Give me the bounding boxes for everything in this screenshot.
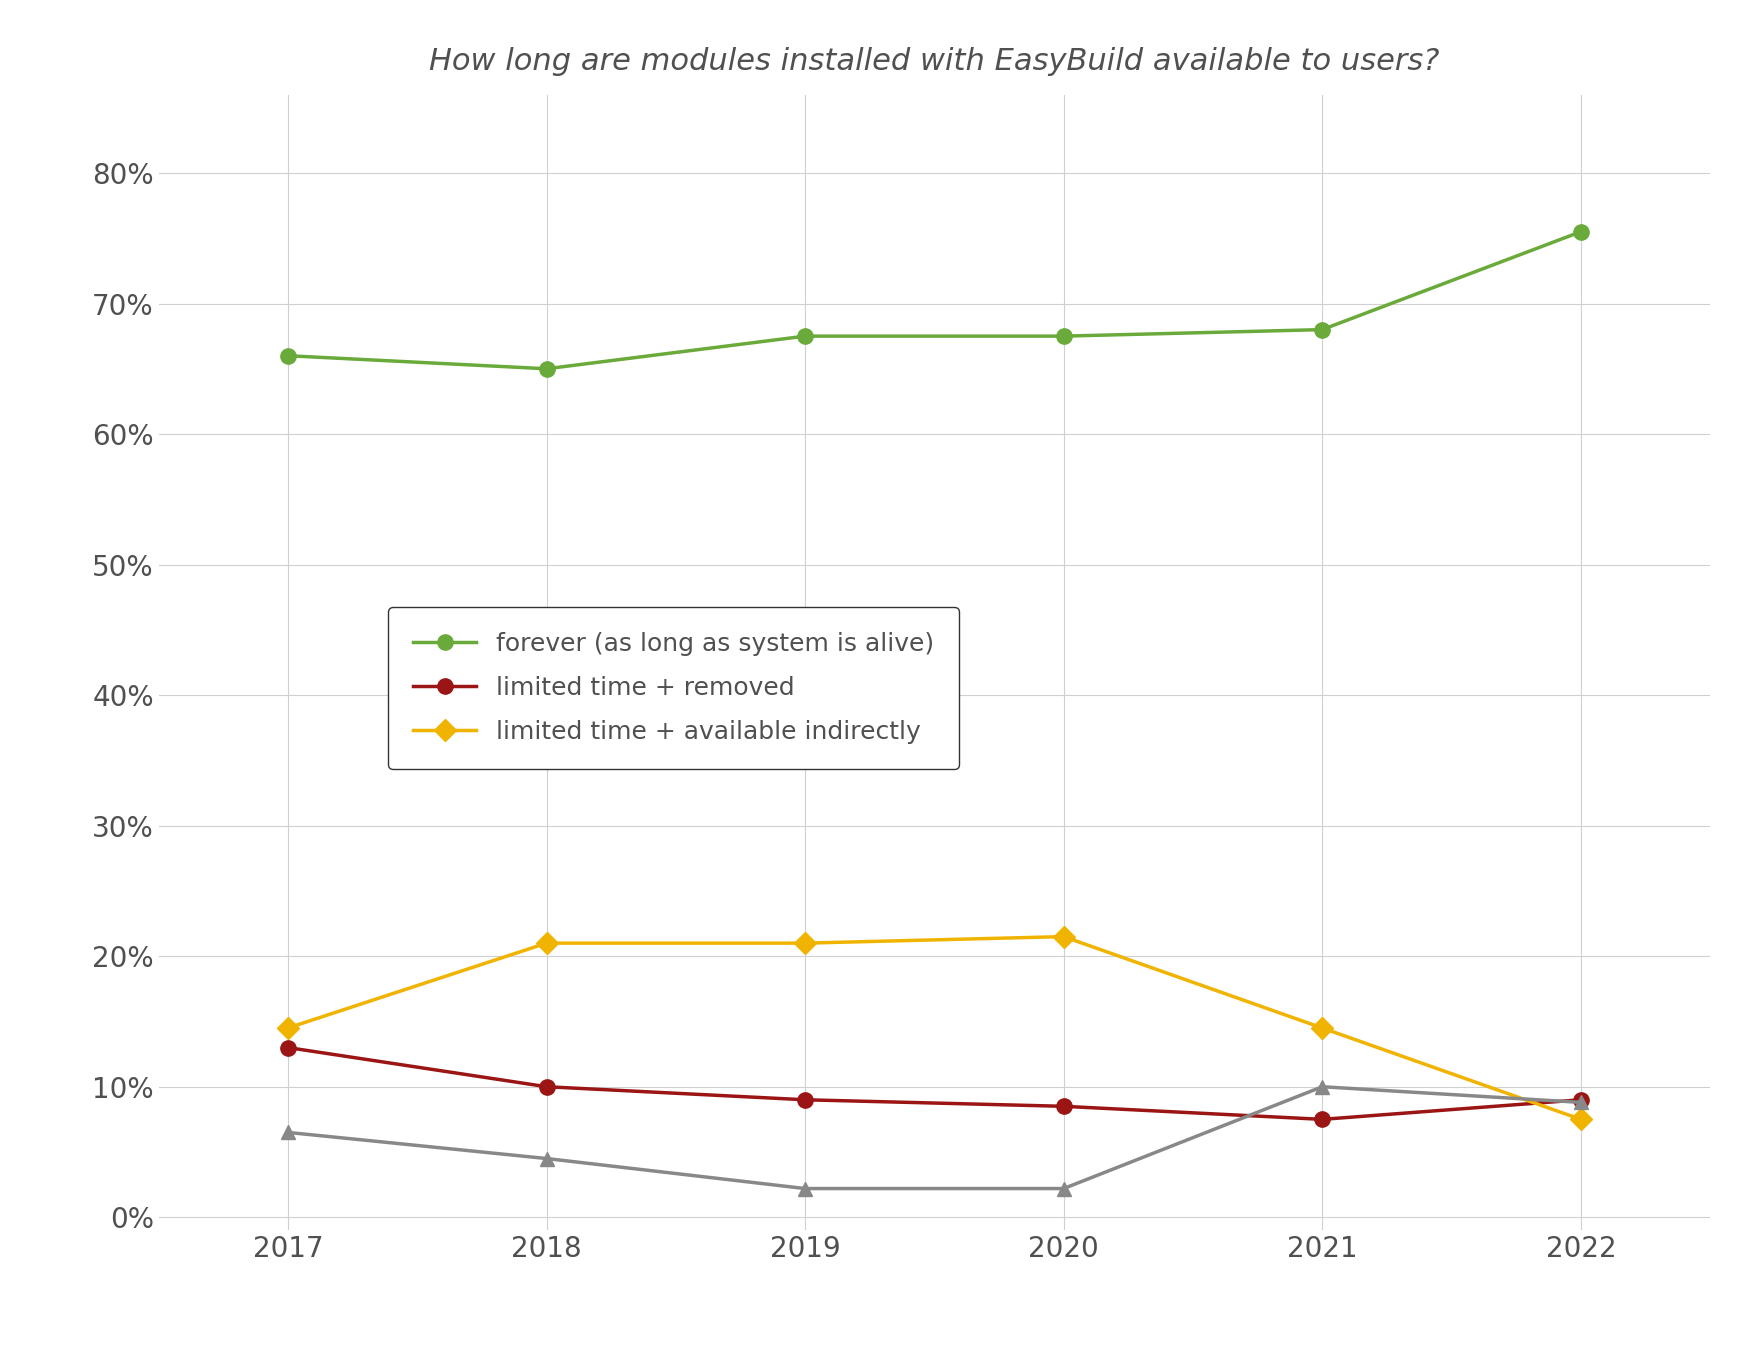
limited time + available indirectly bbox=[536, 936, 557, 952]
Line: limited time + removed: limited time + removed bbox=[280, 1040, 1588, 1128]
limited time + removed bbox=[536, 1079, 557, 1095]
forever (as long as system is alive) bbox=[1312, 322, 1333, 338]
limited time + available indirectly bbox=[795, 936, 816, 952]
limited time + removed bbox=[1312, 1111, 1333, 1128]
forever (as long as system is alive) bbox=[277, 347, 298, 364]
forever (as long as system is alive) bbox=[536, 361, 557, 377]
limited time + removed bbox=[1571, 1091, 1592, 1107]
limited time + available indirectly bbox=[1053, 929, 1074, 945]
forever (as long as system is alive) bbox=[795, 329, 816, 345]
forever (as long as system is alive) bbox=[1053, 329, 1074, 345]
limited time + available indirectly bbox=[277, 1019, 298, 1036]
limited time + removed bbox=[1053, 1098, 1074, 1114]
forever (as long as system is alive) bbox=[1571, 223, 1592, 239]
Line: limited time + available indirectly: limited time + available indirectly bbox=[280, 929, 1588, 1128]
limited time + removed bbox=[795, 1091, 816, 1107]
limited time + available indirectly bbox=[1571, 1111, 1592, 1128]
limited time + removed bbox=[277, 1040, 298, 1056]
Legend: forever (as long as system is alive), limited time + removed, limited time + ava: forever (as long as system is alive), li… bbox=[388, 607, 959, 769]
limited time + available indirectly bbox=[1312, 1019, 1333, 1036]
Title: How long are modules installed with EasyBuild available to users?: How long are modules installed with Easy… bbox=[428, 46, 1440, 76]
Line: forever (as long as system is alive): forever (as long as system is alive) bbox=[280, 224, 1588, 376]
